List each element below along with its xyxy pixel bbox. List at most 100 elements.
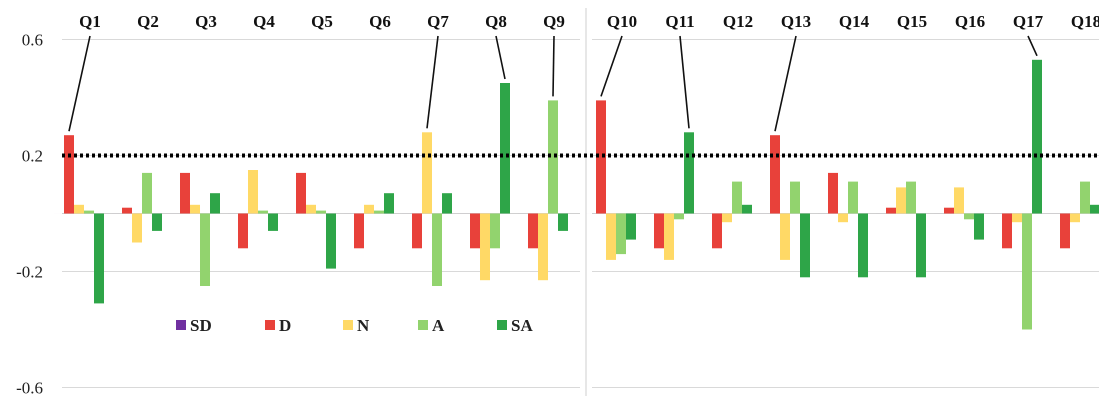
bar-n-q7 <box>422 132 432 214</box>
bar-sa-q9 <box>558 213 568 231</box>
bar-a-q16 <box>964 213 974 220</box>
bar-n-q11 <box>664 213 674 260</box>
bar-sa-q7 <box>442 193 452 214</box>
category-label-q7: Q7 <box>427 12 449 31</box>
category-label-q10: Q10 <box>607 12 637 31</box>
bar-n-q12 <box>722 213 732 223</box>
legend-label-a: A <box>432 316 445 335</box>
category-label-q13: Q13 <box>781 12 811 31</box>
callout-line-q1 <box>68 35 91 132</box>
bar-a-q1 <box>84 210 94 214</box>
bar-a-q12 <box>732 181 742 214</box>
y-tick-label: -0.6 <box>16 379 43 396</box>
legend-swatch-a <box>418 320 428 330</box>
y-tick-label: -0.2 <box>16 263 43 282</box>
bar-n-q2 <box>132 213 142 243</box>
y-tick-label: 0.2 <box>22 147 43 166</box>
callout-line-q8 <box>495 35 506 80</box>
legend-swatch-d <box>265 320 275 330</box>
bar-d-q6 <box>354 213 364 249</box>
bar-d-q1 <box>64 135 74 214</box>
y-tick-label: 0.6 <box>22 31 43 50</box>
bar-sa-q10 <box>626 213 636 240</box>
bar-d-q12 <box>712 213 722 249</box>
bar-d-q16 <box>944 207 954 214</box>
category-label-q1: Q1 <box>79 12 101 31</box>
bar-a-q8 <box>490 213 500 249</box>
label-layer: 0.6 0.2 -0.2 -0.6 Q1 Q2 Q3 Q4 Q5 Q6 Q7 Q8 Q9 Q10 Q11 Q1… <box>16 12 1099 396</box>
category-label-q2: Q2 <box>137 12 159 31</box>
bar-n-q15 <box>896 187 906 214</box>
bar-a-q10 <box>616 213 626 255</box>
bar-n-q14 <box>838 213 848 223</box>
category-label-q15: Q15 <box>897 12 927 31</box>
legend-swatch-sa <box>497 320 507 330</box>
bar-a-q17 <box>1022 213 1032 330</box>
bars-layer <box>54 59 1099 330</box>
legend-swatch-n <box>343 320 353 330</box>
category-label-q11: Q11 <box>665 12 694 31</box>
bar-d-q2 <box>122 207 132 214</box>
bar-d-q3 <box>180 172 190 214</box>
callout-line-q10 <box>600 35 623 97</box>
category-label-q5: Q5 <box>311 12 333 31</box>
bar-d-q8 <box>470 213 480 249</box>
legend: SD D N A SA <box>176 316 533 335</box>
bar-sa-q11 <box>684 132 694 214</box>
bar-n-q10 <box>606 213 616 260</box>
bar-n-q6 <box>364 204 374 214</box>
bar-d-q9 <box>528 213 538 249</box>
bar-d-q15 <box>886 207 896 214</box>
category-label-q8: Q8 <box>485 12 507 31</box>
bar-sa-q12 <box>742 204 752 214</box>
callout-line-q17 <box>1027 35 1038 57</box>
category-label-q16: Q16 <box>955 12 985 31</box>
bar-sa-q18 <box>1090 204 1099 214</box>
bar-a-q11 <box>674 213 684 220</box>
bar-n-q1 <box>74 204 84 214</box>
legend-label-sa: SA <box>511 316 533 335</box>
bar-n-q8 <box>480 213 490 281</box>
callout-line-q13 <box>774 35 797 132</box>
legend-label-n: N <box>357 316 370 335</box>
bar-a-q2 <box>142 172 152 214</box>
callout-layer <box>68 35 1038 132</box>
bar-sa-q3 <box>210 193 220 214</box>
bar-sa-q8 <box>500 83 510 214</box>
bar-sa-q2 <box>152 213 162 231</box>
bar-sa-q14 <box>858 213 868 278</box>
bar-d-q17 <box>1002 213 1012 249</box>
bar-a-q7 <box>432 213 442 286</box>
bar-n-q3 <box>190 204 200 214</box>
category-label-q4: Q4 <box>253 12 275 31</box>
bar-d-q11 <box>654 213 664 249</box>
category-label-q18: Q18 <box>1071 12 1099 31</box>
bar-n-q17 <box>1012 213 1022 223</box>
bar-d-q10 <box>596 100 606 214</box>
category-label-q14: Q14 <box>839 12 870 31</box>
bar-n-q18 <box>1070 213 1080 223</box>
bar-a-q5 <box>316 210 326 214</box>
legend-label-sd: SD <box>190 316 212 335</box>
callout-line-q9 <box>552 35 555 97</box>
bar-a-q13 <box>790 181 800 214</box>
category-label-q9: Q9 <box>543 12 565 31</box>
category-label-q3: Q3 <box>195 12 217 31</box>
category-label-q17: Q17 <box>1013 12 1044 31</box>
callout-line-q11 <box>679 35 690 129</box>
bar-d-q4 <box>238 213 248 249</box>
bar-sa-q15 <box>916 213 926 278</box>
bar-d-q14 <box>828 172 838 214</box>
bar-sa-q13 <box>800 213 810 278</box>
bar-sa-q17 <box>1032 59 1042 214</box>
bar-d-q5 <box>296 172 306 214</box>
callout-line-q7 <box>426 35 439 129</box>
bar-a-q14 <box>848 181 858 214</box>
category-label-q6: Q6 <box>369 12 391 31</box>
bar-sa-q5 <box>326 213 336 269</box>
bar-a-q4 <box>258 210 268 214</box>
legend-swatch-sd <box>176 320 186 330</box>
bar-n-q9 <box>538 213 548 281</box>
